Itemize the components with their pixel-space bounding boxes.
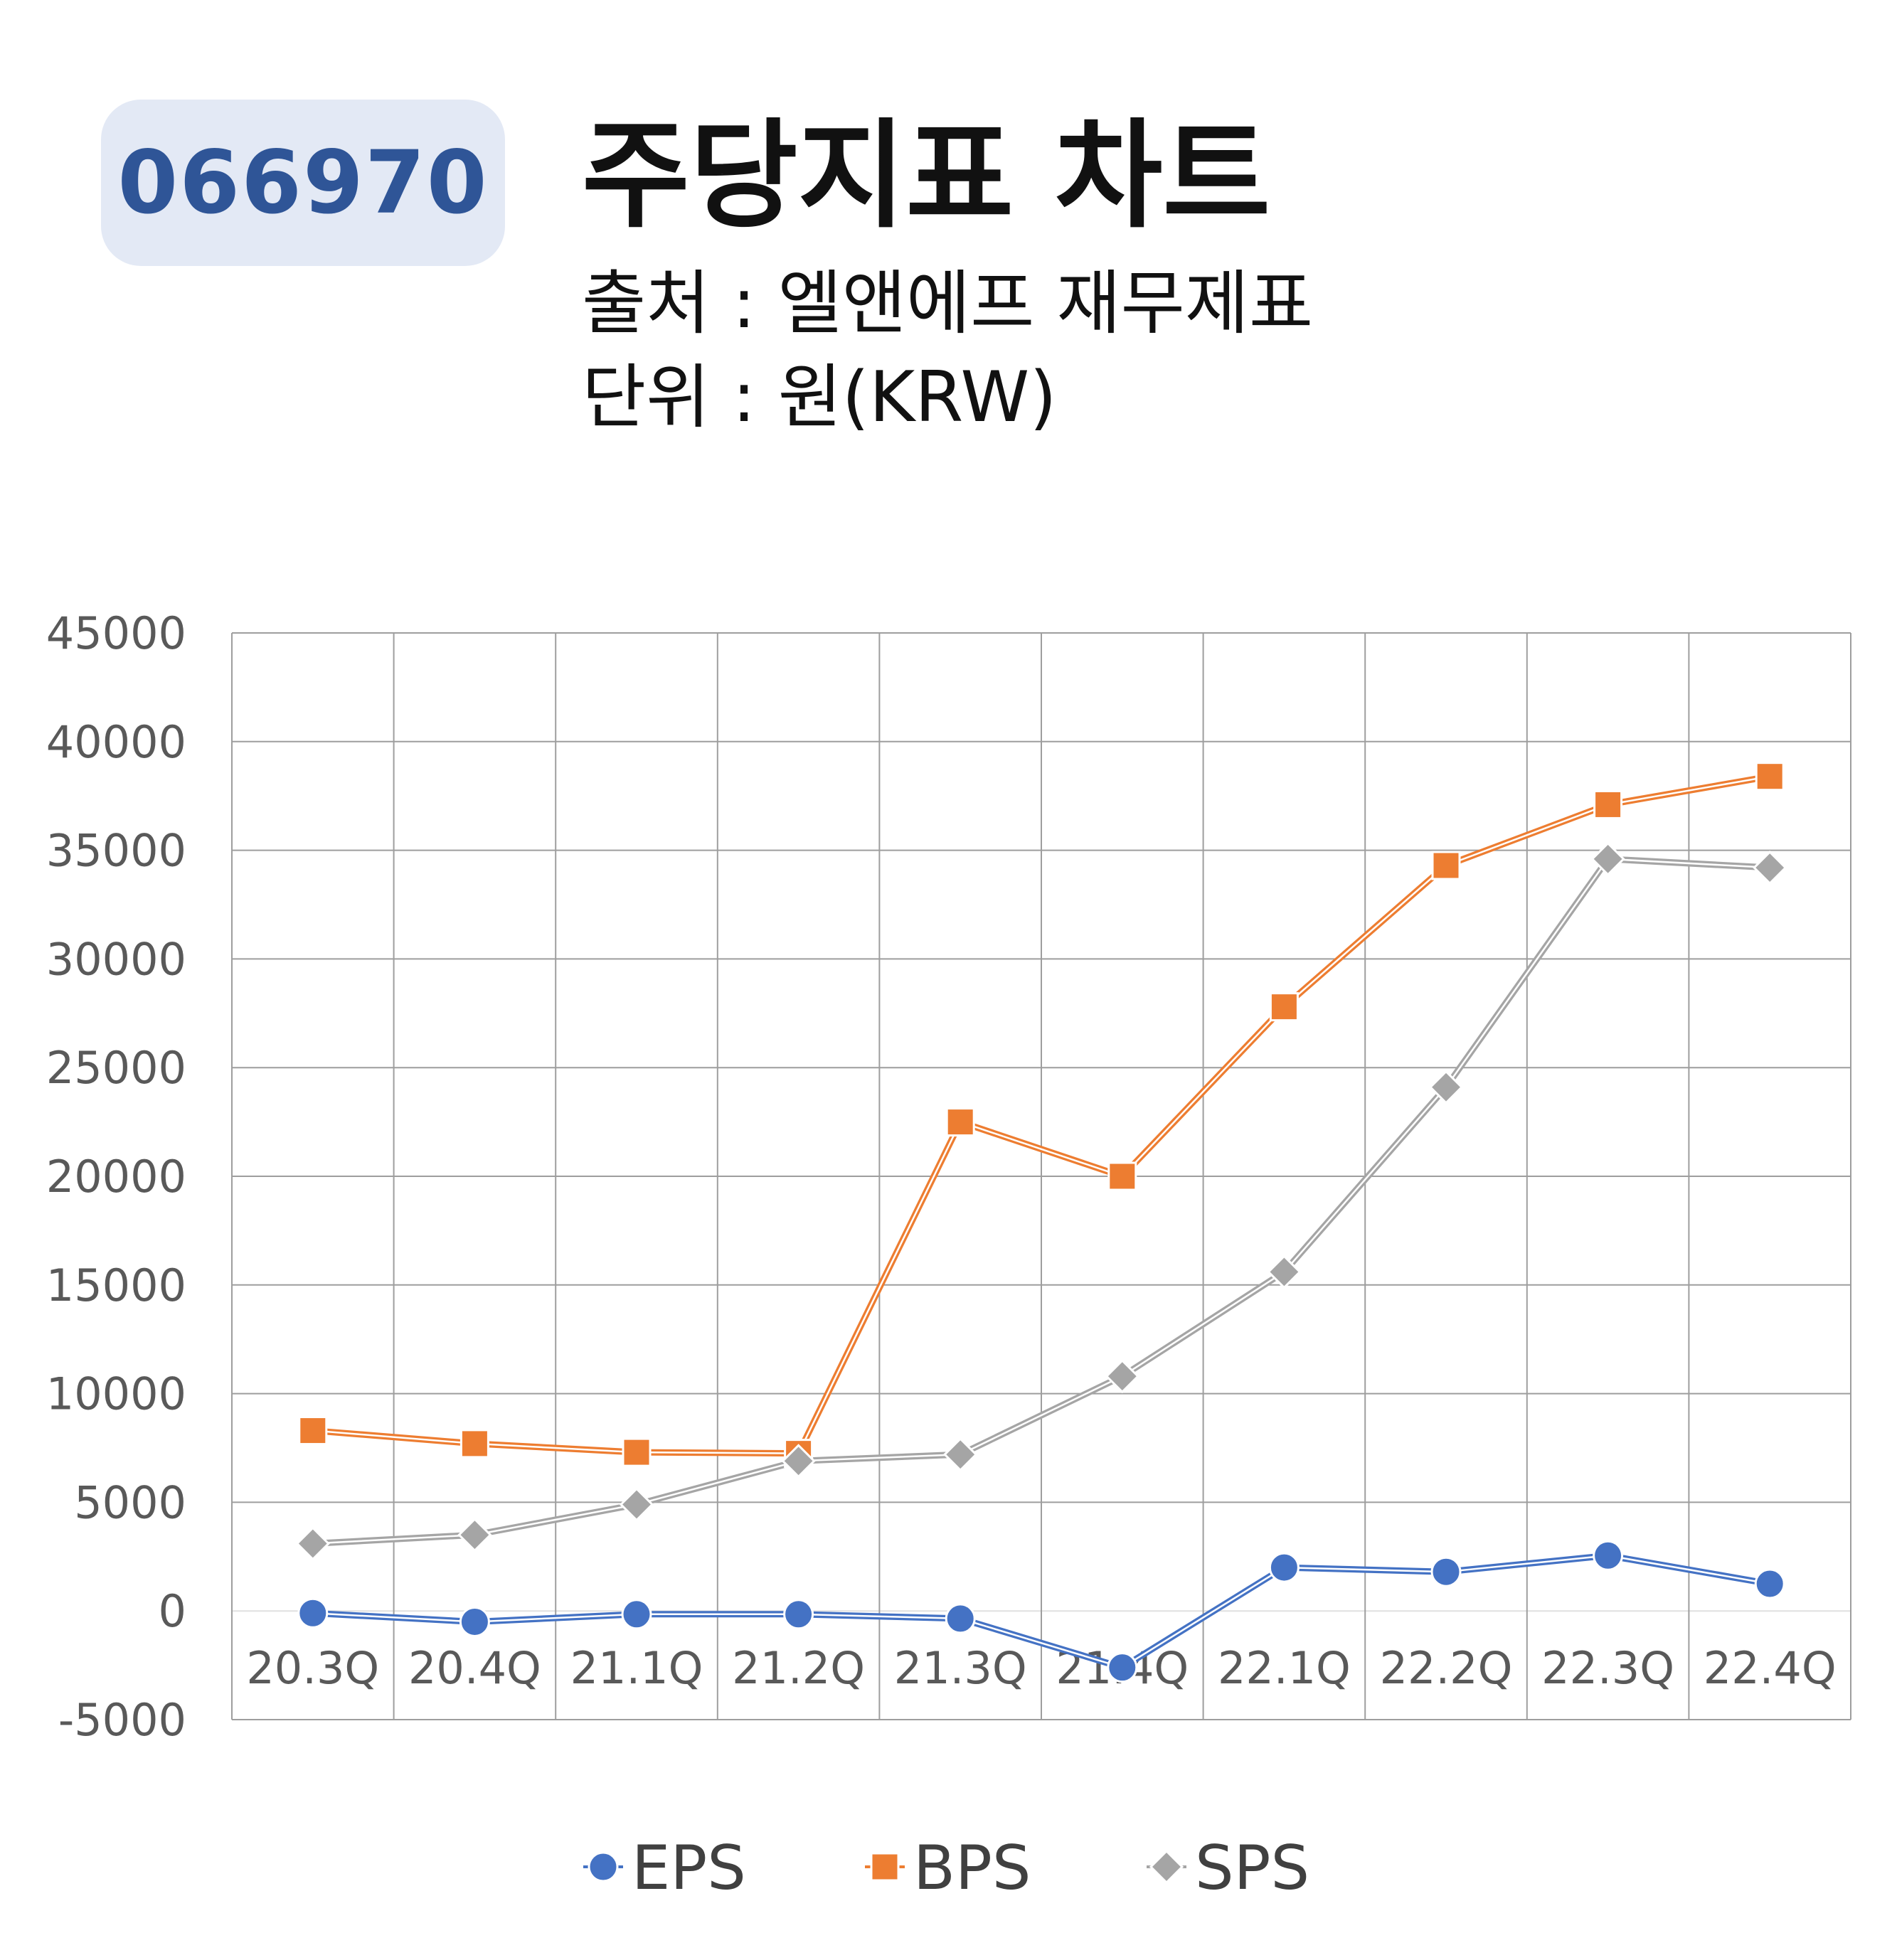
sps-point xyxy=(943,1437,978,1472)
x-tick-label: 22.2Q xyxy=(1380,1642,1513,1694)
bps-point xyxy=(1107,1161,1137,1191)
eps-line-highlight xyxy=(312,1555,1770,1668)
y-axis-ticks: 45000 40000 35000 30000 25000 20000 15000 10000… xyxy=(46,607,186,1746)
chart-title: 주당지표 차트 xyxy=(582,107,1271,244)
eps-point xyxy=(459,1606,490,1637)
x-tick-label: 22.4Q xyxy=(1704,1642,1837,1694)
sps-point xyxy=(1590,841,1625,876)
sps-point xyxy=(457,1518,492,1552)
sps-point xyxy=(295,1526,330,1561)
chart-grid xyxy=(231,632,1851,1720)
y-tick-label: 20000 xyxy=(46,1151,186,1203)
legend-marker-sps xyxy=(1149,1849,1184,1885)
sps-point xyxy=(1267,1255,1302,1289)
eps-point xyxy=(945,1603,976,1634)
bps-point xyxy=(298,1416,328,1446)
legend-label-bps: BPS xyxy=(913,1833,1031,1904)
series-markers xyxy=(295,762,1787,1683)
x-tick-label: 21.2Q xyxy=(732,1642,865,1694)
eps-point xyxy=(1430,1556,1462,1587)
y-tick-label: 35000 xyxy=(46,825,186,877)
sps-point xyxy=(1105,1359,1139,1394)
line-chart: 45000 40000 35000 30000 25000 20000 15000 10000… xyxy=(46,607,1851,1904)
bps-line-highlight xyxy=(312,775,1770,1454)
x-tick-label: 21.1Q xyxy=(570,1642,703,1694)
eps-point xyxy=(297,1597,329,1629)
bps-point xyxy=(622,1437,652,1467)
legend-marker-eps xyxy=(588,1851,619,1882)
legend: EPS BPS SPS xyxy=(583,1833,1309,1904)
source-label: 출처 : 엘앤에프 재무제표 xyxy=(582,263,1314,344)
eps-point xyxy=(783,1599,814,1630)
legend-label-eps: EPS xyxy=(632,1833,746,1904)
bps-point xyxy=(1431,851,1461,880)
legend-label-sps: SPS xyxy=(1195,1833,1309,1904)
eps-point xyxy=(621,1599,652,1630)
y-tick-label: -5000 xyxy=(58,1694,186,1746)
y-tick-label: 5000 xyxy=(74,1476,186,1528)
bps-point xyxy=(945,1107,975,1137)
bps-point xyxy=(1269,992,1299,1022)
y-tick-label: 45000 xyxy=(46,607,186,659)
sps-point xyxy=(1753,850,1787,885)
y-tick-label: 15000 xyxy=(46,1259,186,1311)
eps-point xyxy=(1268,1552,1300,1583)
y-tick-label: 40000 xyxy=(46,716,186,768)
y-tick-label: 0 xyxy=(159,1585,186,1637)
eps-point xyxy=(1754,1568,1785,1599)
y-tick-label: 10000 xyxy=(46,1368,186,1420)
sps-line-highlight xyxy=(312,858,1770,1545)
x-tick-label: 20.3Q xyxy=(246,1642,379,1694)
sps-point xyxy=(1428,1070,1464,1104)
x-tick-label: 21.3Q xyxy=(894,1642,1027,1694)
unit-label: 단위 : 원(KRW) xyxy=(582,357,1057,438)
bps-point xyxy=(1593,789,1623,819)
stock-code-badge: 066970 xyxy=(101,100,505,266)
legend-marker-bps xyxy=(870,1852,900,1882)
sps-point xyxy=(781,1444,816,1479)
y-tick-label: 25000 xyxy=(46,1042,186,1094)
series-lines xyxy=(309,773,1773,1671)
sps-point xyxy=(619,1487,654,1522)
bps-point xyxy=(459,1429,489,1459)
eps-point xyxy=(1593,1540,1624,1571)
eps-point xyxy=(1107,1652,1138,1683)
x-tick-label: 20.4Q xyxy=(408,1642,541,1694)
y-tick-label: 30000 xyxy=(46,933,186,985)
x-tick-label: 22.1Q xyxy=(1218,1642,1351,1694)
bps-point xyxy=(1755,762,1785,792)
x-axis-ticks: 20.3Q20.4Q21.1Q21.2Q21.3Q21.4Q22.1Q22.2Q… xyxy=(246,1642,1836,1694)
stock-code: 066970 xyxy=(117,132,489,233)
x-tick-label: 22.3Q xyxy=(1541,1642,1674,1694)
